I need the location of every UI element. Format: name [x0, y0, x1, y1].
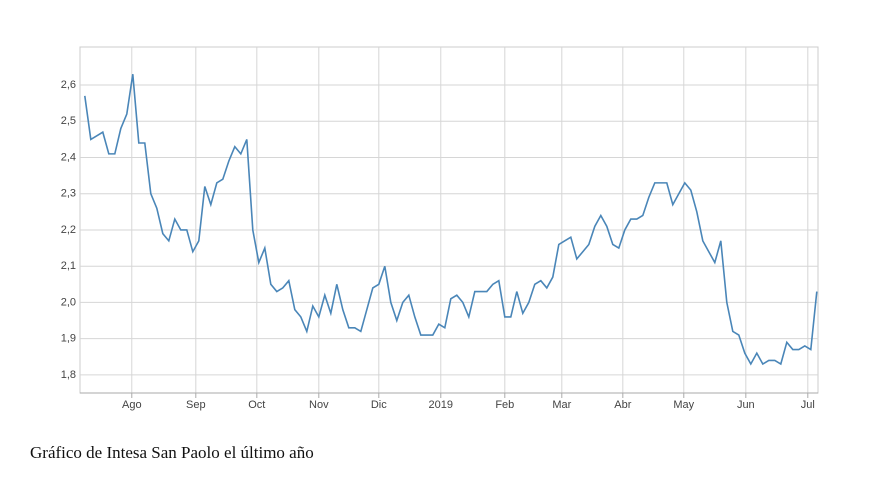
- chart: 1,8 1,9 2,0 2,1 2,2 2,3 2,4 2,5 2,6 Ago Sep Oct Nov D…: [61, 46, 819, 411]
- x-tick-label: Nov: [309, 399, 329, 411]
- x-tick-label: 2019: [429, 399, 453, 411]
- y-tick-label: 2,5: [61, 115, 76, 127]
- x-tick-label: Ago: [122, 399, 142, 411]
- y-tick-label: 2,0: [61, 296, 76, 308]
- x-tick-label: Jun: [737, 399, 755, 411]
- x-tick-label: Sep: [186, 399, 206, 411]
- caption: Gráfico de Intesa San Paolo el último añ…: [30, 443, 314, 462]
- y-tick-label: 1,8: [61, 369, 76, 381]
- x-tick-label: Abr: [614, 399, 631, 411]
- y-tick-label: 2,1: [61, 260, 76, 272]
- y-tick-label: 1,9: [61, 333, 76, 345]
- y-tick-label: 2,4: [61, 151, 76, 163]
- y-tick-label: 2,2: [61, 224, 76, 236]
- x-tick-label: May: [673, 399, 694, 411]
- x-tick-label: Feb: [495, 399, 514, 411]
- price-line: [84, 74, 818, 366]
- y-tick-label: 2,6: [61, 79, 76, 91]
- x-tick-label: Jul: [801, 399, 815, 411]
- y-tick-label: 2,3: [61, 188, 76, 200]
- x-tick-label: Oct: [248, 399, 265, 411]
- x-tick-label: Dic: [371, 399, 387, 411]
- page: {"chart_data": {"type": "line", "caption…: [30, 46, 819, 462]
- plot-frame: [79, 46, 819, 394]
- x-tick-label: Mar: [552, 399, 571, 411]
